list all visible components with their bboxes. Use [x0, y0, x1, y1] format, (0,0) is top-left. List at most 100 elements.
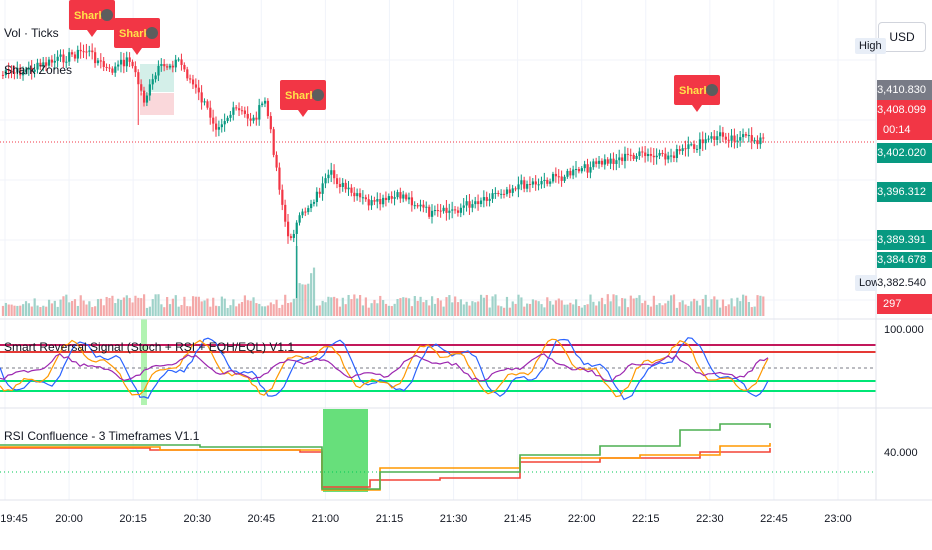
volume-bar: [528, 303, 532, 316]
volume-bar: [649, 306, 653, 316]
time-tick: 22:30: [696, 513, 724, 525]
volume-bar: [445, 297, 448, 316]
price-box-low: 3,382.540: [877, 273, 932, 293]
volume-bar: [88, 301, 91, 316]
candle-body: [517, 184, 520, 190]
volume-bar: [471, 301, 474, 316]
candle-body: [719, 132, 722, 137]
candle-body: [330, 170, 333, 175]
candle-body: [425, 206, 428, 208]
candle-body: [488, 198, 491, 201]
candle-body: [528, 184, 532, 186]
low-label: Low: [855, 275, 884, 291]
legend-smart-reversal[interactable]: Smart Reversal Signal (Stoch + RSI + EQH…: [4, 340, 295, 354]
volume-bar: [500, 306, 503, 316]
volume-bar: [428, 305, 431, 316]
volume-bar: [623, 298, 627, 316]
volume-bar: [252, 297, 255, 316]
candle-body: [551, 173, 555, 182]
volume-bar: [160, 304, 163, 316]
candle-body: [50, 59, 54, 63]
volume-bar: [307, 283, 310, 316]
volume-bar: [416, 300, 419, 316]
volume-bar: [546, 297, 549, 316]
volume-bar: [560, 300, 563, 316]
candle-body: [194, 84, 198, 88]
candle-body: [180, 59, 183, 65]
candle-body: [448, 210, 451, 213]
candle-body: [422, 204, 425, 208]
currency-button[interactable]: USD: [878, 22, 926, 52]
candle-body: [390, 196, 393, 199]
volume-bar: [609, 301, 612, 316]
candle-body: [171, 65, 174, 68]
volume-bar: [359, 294, 362, 316]
volume-bar: [690, 301, 693, 316]
candle-body: [445, 207, 448, 213]
volume-bar: [575, 299, 578, 316]
candle-body: [157, 65, 160, 76]
time-tick: 20:15: [119, 513, 147, 525]
candle-body: [217, 127, 221, 130]
volume-bar: [719, 307, 722, 316]
candle-body: [747, 135, 750, 137]
volume-bar: [678, 302, 681, 316]
volume-bar: [549, 301, 552, 316]
legend-shark-zones[interactable]: Shark Zones: [4, 63, 73, 77]
candle-body: [122, 59, 126, 67]
candle-body: [713, 136, 716, 140]
volume-bar: [661, 305, 664, 316]
volume-bar: [563, 304, 566, 316]
candle-body: [428, 206, 431, 217]
candle-body: [649, 154, 653, 156]
candle-body: [229, 114, 232, 118]
price-box-5: 3,389.391: [877, 230, 932, 250]
volume-bar: [390, 306, 393, 316]
candle-body: [125, 57, 128, 67]
volume-bar: [477, 301, 480, 316]
volume-bar: [695, 300, 699, 316]
volume-bar: [111, 295, 114, 316]
time-tick: 20:45: [247, 513, 276, 525]
grid: [0, 0, 876, 500]
candle-body: [626, 153, 630, 155]
legend-rsi-confluence[interactable]: RSI Confluence - 3 Timeframes V1.1: [4, 429, 200, 443]
volume-bar: [361, 305, 365, 316]
candle-body: [638, 151, 641, 156]
volume-bar: [462, 304, 465, 316]
volume-bar: [384, 303, 388, 316]
volume-bar: [647, 304, 650, 316]
volume-bar: [387, 305, 390, 316]
volume-bar: [217, 306, 221, 316]
volume-bar: [65, 294, 68, 316]
volume-bar: [22, 304, 25, 316]
volume-bar: [405, 297, 408, 316]
candle-body: [13, 72, 16, 74]
candle-body: [246, 113, 249, 119]
volume-bar: [289, 302, 293, 316]
volume-bar: [114, 303, 117, 316]
volume-bar: [324, 302, 327, 316]
candle-body: [42, 62, 45, 66]
time-tick: 19:45: [0, 513, 28, 525]
volume-bar: [119, 299, 123, 316]
candle-body: [258, 105, 261, 120]
candle-body: [670, 155, 673, 157]
candle-body: [678, 149, 681, 152]
volume-bar: [24, 301, 28, 316]
rsi-line: [0, 353, 769, 382]
volume-bar: [287, 303, 290, 316]
candle-body: [456, 210, 460, 213]
time-tick: 21:30: [439, 513, 468, 525]
candle-body: [335, 178, 339, 185]
volume-bar: [704, 294, 707, 316]
volume-bar: [451, 302, 454, 316]
candle-body: [658, 152, 661, 156]
candle-body: [554, 173, 558, 177]
volume-bar: [526, 303, 529, 316]
volume-bar: [246, 300, 249, 316]
candle-body: [56, 56, 59, 61]
legend-volume[interactable]: Vol · Ticks: [4, 26, 59, 40]
candle-body: [111, 68, 114, 73]
